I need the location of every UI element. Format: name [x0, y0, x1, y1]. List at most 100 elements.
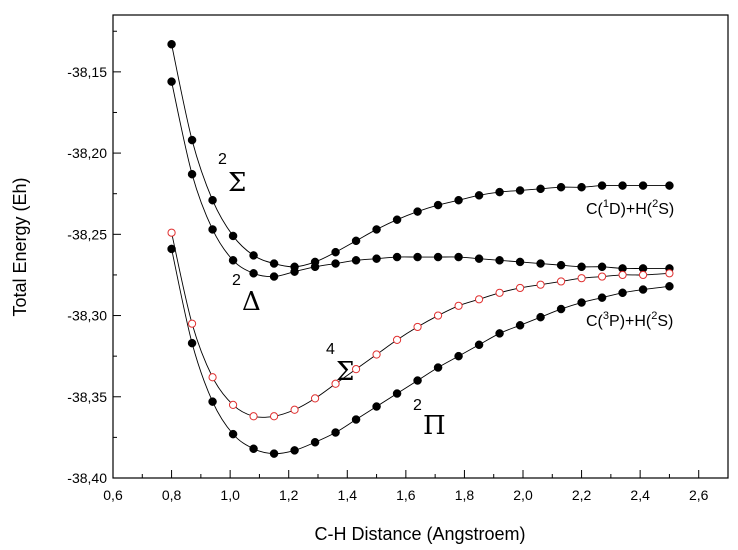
data-point: [310, 262, 320, 272]
svg-text:2: 2: [218, 151, 227, 168]
data-point: [597, 262, 607, 272]
data-point: [495, 329, 504, 338]
data-point: [665, 269, 674, 278]
data-point: [167, 244, 176, 254]
data-point: [331, 247, 340, 257]
data-point: [228, 256, 238, 265]
data-point: [310, 394, 320, 403]
data-point: [618, 270, 627, 280]
data-point: [474, 191, 484, 200]
data-point: [208, 397, 217, 406]
svg-text:4: 4: [326, 341, 335, 358]
data-point: [392, 215, 402, 224]
data-point: [536, 312, 545, 322]
curves-layer: [171, 44, 670, 455]
data-point: [454, 301, 463, 310]
data-point: [413, 207, 422, 216]
x-tick-label: 1,6: [396, 487, 416, 503]
data-point: [351, 415, 361, 424]
data-point: [577, 298, 586, 307]
data-point: [433, 252, 443, 262]
y-tick-label: -38,15: [67, 64, 107, 80]
data-point: [474, 295, 484, 304]
y-tick-label: -38,30: [67, 308, 107, 324]
svg-text:2: 2: [413, 397, 422, 414]
data-point: [167, 39, 176, 49]
y-tick-label: -38,35: [67, 389, 107, 405]
asymptote-label-c3p: C(3P)+H(2S): [586, 310, 673, 330]
data-point: [228, 429, 238, 439]
series-line-0: [171, 44, 670, 268]
x-tick-label: 0,8: [162, 487, 182, 503]
asymptote-label-c1d: C(1D)+H(2S): [586, 198, 674, 218]
state-label-delta2: 2 Δ: [232, 272, 261, 317]
data-point: [249, 269, 258, 278]
markers-layer: [167, 39, 674, 458]
data-point: [433, 311, 443, 320]
data-point: [392, 252, 402, 262]
data-point: [515, 283, 525, 293]
data-point: [290, 405, 299, 414]
data-point: [454, 351, 463, 361]
data-point: [515, 321, 525, 330]
x-tick-label: 2,4: [630, 487, 650, 503]
data-point: [310, 438, 320, 447]
data-point: [187, 338, 197, 348]
data-point: [249, 444, 258, 454]
state-label-pi2: 2 Π: [413, 397, 446, 441]
data-point: [665, 181, 674, 190]
data-point: [597, 272, 607, 281]
data-point: [187, 169, 197, 179]
data-point: [495, 187, 504, 197]
data-point: [454, 252, 463, 262]
data-point: [290, 267, 299, 276]
data-point: [536, 259, 545, 268]
data-point: [597, 293, 607, 302]
data-point: [495, 288, 504, 297]
x-tick-label: 1,8: [455, 487, 475, 503]
data-point: [331, 428, 340, 437]
state-label-sigma2: 2 Σ: [218, 151, 246, 198]
x-tick-label: 2,2: [572, 487, 592, 503]
data-point: [351, 365, 361, 374]
y-axis-title: Total Energy (Eh): [10, 177, 30, 316]
data-point: [228, 231, 238, 241]
data-point: [269, 272, 279, 281]
y-tick-label: -38,40: [67, 470, 107, 486]
data-point: [208, 225, 217, 234]
x-tick-label: 1,2: [279, 487, 299, 503]
data-point: [187, 319, 197, 328]
data-point: [433, 363, 443, 372]
data-point: [474, 254, 484, 263]
data-point: [536, 280, 545, 289]
data-point: [515, 257, 525, 267]
data-point: [208, 195, 217, 205]
data-point: [269, 449, 279, 458]
series-line-3: [171, 248, 670, 455]
data-point: [618, 288, 627, 298]
plot-frame: [112, 14, 729, 479]
data-point: [269, 412, 279, 421]
data-point: [351, 236, 361, 246]
x-tick-label: 2,0: [513, 487, 533, 503]
svg-text:2: 2: [232, 272, 241, 289]
data-point: [331, 259, 340, 268]
data-point: [618, 181, 627, 190]
data-point: [454, 195, 463, 205]
data-point: [187, 135, 197, 145]
svg-text:Σ: Σ: [228, 168, 246, 198]
svg-text:Σ: Σ: [336, 357, 354, 387]
data-point: [556, 182, 566, 192]
data-point: [372, 350, 381, 359]
data-point: [665, 282, 674, 291]
data-point: [392, 335, 402, 345]
svg-text:Π: Π: [423, 411, 446, 441]
data-point: [351, 256, 361, 265]
x-axis-title: C-H Distance (Angstroem): [314, 524, 525, 544]
data-point: [249, 251, 258, 260]
data-point: [474, 340, 484, 350]
data-point: [638, 270, 648, 280]
data-point: [433, 200, 443, 210]
data-point: [392, 389, 402, 398]
